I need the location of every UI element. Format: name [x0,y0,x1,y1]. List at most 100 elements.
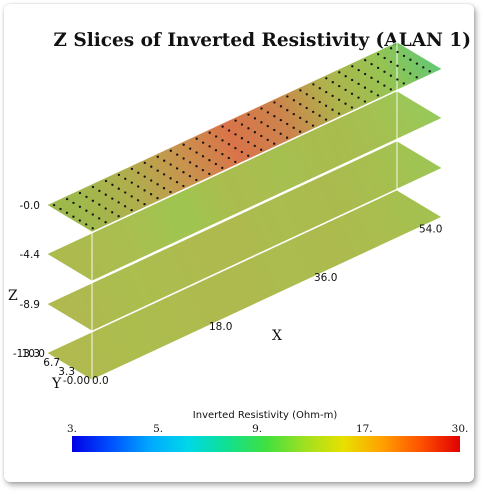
electrode-dot [260,107,263,110]
electrode-dot [234,160,237,164]
electrode-dot [331,108,334,111]
electrode-dot [162,173,166,176]
electrode-dot [312,110,315,114]
electrode-dot [65,197,69,201]
electrode-dot [370,62,373,66]
electrode-dot [72,201,75,205]
electrode-dot [240,123,244,126]
z-slices [46,41,443,381]
electrode-dot [227,156,230,160]
electrode-dot [383,56,386,60]
electrode-dot [182,157,185,160]
electrode-dot [396,50,399,54]
electrode-dot [364,59,367,62]
x-tick-label: 0.0 [92,375,109,387]
electrode-dot [150,179,153,182]
electrode-dot [221,166,224,170]
colorbar-tick-label: 3. [67,423,77,435]
electrode-dot [292,126,295,129]
electrode-dot [117,187,120,190]
electrode-dot [182,143,185,146]
electrode-dot [253,117,257,120]
electrode-dot [415,76,418,79]
electrode-dot [195,165,198,168]
z-axis-label: Z [8,288,18,304]
electrode-dot [91,199,95,202]
electrode-dot [279,105,283,108]
electrode-dot [305,93,308,96]
electrode-dot [117,173,121,177]
electrode-dot [234,133,237,136]
electrode-dot [247,140,250,144]
electrode-dot [208,145,211,148]
electrode-dot [221,139,224,142]
electrode-dot [318,87,321,90]
electrode-dot [292,112,295,116]
electrode-dot [65,211,69,214]
y-tick-label: 3.3 [58,366,75,378]
electrode-dot [123,205,127,208]
electrode-dot [253,144,256,148]
chart-title: Z Slices of Inverted Resistivity (ALAN 1… [53,30,471,51]
electrode-dot [286,109,289,112]
electrode-dot [299,89,302,92]
electrode-dot [376,94,380,97]
electrode-dot [175,167,179,170]
electrode-dot [363,72,367,76]
colorbar [72,436,460,452]
electrode-dot [130,195,133,198]
electrode-dot [324,104,328,107]
electrode-dot [149,193,153,196]
electrode-dot [402,68,406,71]
electrode-dot [370,76,373,79]
electrode-dot [253,131,257,134]
electrode-dot [273,115,276,118]
electrode-dot [72,215,75,218]
electrode-dot [143,202,146,206]
electrode-dot [350,78,354,82]
electrode-dot [292,99,296,102]
electrode-dot [363,86,367,89]
electrode-dot [169,190,172,194]
electrode-dot [318,100,321,104]
electrode-dot [357,68,360,72]
y-axis-ticks: -0.003.36.710.0 [22,348,90,387]
electrode-dot [357,82,360,86]
electrode-dot [273,101,276,104]
electrode-dot [137,171,140,174]
electrode-dot [91,227,94,230]
electrode-dot [91,213,94,216]
electrode-dot [214,149,218,152]
electrode-dot [402,82,405,85]
electrode-dot [143,189,146,192]
electrode-dot [195,178,198,182]
x-tick-label: 18.0 [209,321,232,333]
electrode-dot [78,191,82,195]
electrode-dot [169,149,172,152]
electrode-dot [85,223,88,226]
electrode-dot [137,185,140,188]
electrode-dot [247,127,250,130]
electrode-dot [396,78,399,81]
electrode-dot [260,148,263,151]
box-edge [91,216,443,381]
electrode-dot [266,138,269,142]
electrode-dot [234,119,237,122]
electrode-dot [117,215,120,218]
electrode-dot [221,152,224,156]
electrode-dot [273,128,276,132]
electrode-dot [201,155,205,158]
electrode-dot [409,72,412,75]
y-axis-label: Y [51,376,62,392]
electrode-dot [130,208,133,212]
electrode-dot [338,84,341,88]
electrode-dot [240,150,243,154]
electrode-dot [247,154,250,157]
electrode-dot [117,201,120,204]
electrode-dot [357,96,360,99]
colorbar-tick-label: 5. [153,423,163,435]
electrode-dot [143,175,146,178]
colorbar-tick-label: 17. [356,423,373,435]
electrode-dot [383,84,386,87]
electrode-dot [299,103,302,106]
